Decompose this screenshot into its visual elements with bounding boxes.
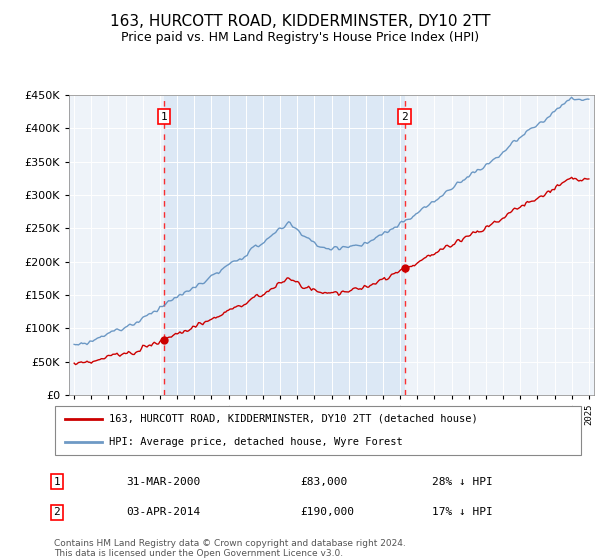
- FancyBboxPatch shape: [55, 406, 581, 455]
- Text: Contains HM Land Registry data © Crown copyright and database right 2024.
This d: Contains HM Land Registry data © Crown c…: [54, 539, 406, 558]
- Text: 1: 1: [161, 111, 167, 122]
- Text: 2: 2: [401, 111, 408, 122]
- Text: HPI: Average price, detached house, Wyre Forest: HPI: Average price, detached house, Wyre…: [109, 437, 403, 447]
- Bar: [164, 95, 404, 395]
- Text: £190,000: £190,000: [300, 507, 354, 517]
- Text: 2: 2: [53, 507, 61, 517]
- Text: 28% ↓ HPI: 28% ↓ HPI: [432, 477, 493, 487]
- Text: 31-MAR-2000: 31-MAR-2000: [126, 477, 200, 487]
- Text: 163, HURCOTT ROAD, KIDDERMINSTER, DY10 2TT: 163, HURCOTT ROAD, KIDDERMINSTER, DY10 2…: [110, 14, 490, 29]
- Text: 03-APR-2014: 03-APR-2014: [126, 507, 200, 517]
- Text: Price paid vs. HM Land Registry's House Price Index (HPI): Price paid vs. HM Land Registry's House …: [121, 31, 479, 44]
- Text: £83,000: £83,000: [300, 477, 347, 487]
- Text: 1: 1: [53, 477, 61, 487]
- Text: 17% ↓ HPI: 17% ↓ HPI: [432, 507, 493, 517]
- Text: 163, HURCOTT ROAD, KIDDERMINSTER, DY10 2TT (detached house): 163, HURCOTT ROAD, KIDDERMINSTER, DY10 2…: [109, 414, 478, 424]
